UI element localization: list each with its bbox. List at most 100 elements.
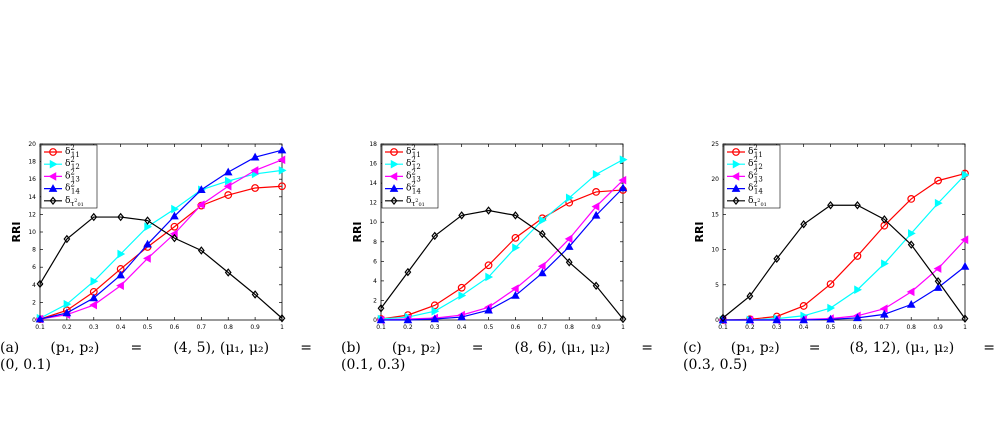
legend-label: δ2 11 bbox=[406, 144, 421, 159]
data-point bbox=[278, 313, 286, 323]
data-point bbox=[196, 200, 205, 210]
legend-marker bbox=[49, 148, 57, 156]
y-tick-label: 18 bbox=[28, 159, 36, 166]
y-tick-label: 10 bbox=[28, 229, 36, 236]
data-point bbox=[223, 181, 232, 191]
x-tick-label: 1 bbox=[963, 324, 967, 330]
y-tick-label: 14 bbox=[28, 194, 36, 201]
data-point bbox=[854, 200, 861, 210]
data-point bbox=[564, 242, 574, 250]
legend-label: δ2 14 bbox=[748, 181, 763, 196]
data-point bbox=[278, 182, 286, 191]
caption-c: (c) (p₁, p₂) = (8, 12), (μ₁, μ₂) = (0.3,… bbox=[683, 340, 995, 374]
y-tick-label: 12 bbox=[369, 200, 377, 207]
caption-part: = bbox=[130, 340, 143, 356]
series-line bbox=[723, 174, 966, 321]
data-point bbox=[485, 206, 492, 215]
legend-label: δ2 11 bbox=[748, 144, 763, 159]
x-tick-label: 0.8 bbox=[223, 324, 233, 330]
legend-label: δ2 13 bbox=[65, 168, 80, 183]
data-point bbox=[430, 314, 440, 323]
data-point bbox=[510, 284, 519, 294]
y-tick-label: 5 bbox=[715, 282, 719, 289]
data-point bbox=[934, 277, 942, 286]
x-tick-label: 0.9 bbox=[933, 324, 943, 330]
x-tick-label: 0.6 bbox=[170, 324, 180, 330]
data-point bbox=[960, 235, 969, 245]
data-point bbox=[592, 188, 601, 196]
data-point bbox=[591, 210, 601, 219]
y-tick-label: 2 bbox=[32, 299, 36, 306]
data-point bbox=[251, 290, 259, 299]
data-point bbox=[278, 166, 287, 175]
data-point bbox=[63, 234, 71, 244]
data-point bbox=[826, 314, 835, 323]
caption-line2: (0.1, 0.3) bbox=[341, 357, 406, 373]
x-tick-label: 0.2 bbox=[745, 324, 755, 330]
y-tick-label: 6 bbox=[373, 258, 377, 265]
legend-marker bbox=[389, 172, 398, 181]
x-tick-label: 0.7 bbox=[197, 324, 207, 330]
data-point bbox=[404, 267, 412, 277]
data-point bbox=[907, 229, 916, 238]
data-point bbox=[799, 315, 808, 324]
legend-label: δτ201 bbox=[65, 196, 84, 208]
series-line bbox=[381, 187, 624, 321]
data-point bbox=[772, 315, 782, 324]
y-tick-label: 12 bbox=[28, 211, 36, 218]
x-tick-label: 0.7 bbox=[538, 324, 548, 330]
legend-marker bbox=[49, 196, 57, 206]
data-point bbox=[116, 270, 125, 279]
caption-part: (8, 6), (μ₁, μ₂) bbox=[514, 340, 611, 356]
legend-marker bbox=[390, 148, 398, 156]
data-point bbox=[933, 283, 943, 291]
legend-marker bbox=[732, 148, 740, 156]
y-tick-label: 6 bbox=[32, 264, 36, 271]
data-point bbox=[512, 243, 520, 252]
data-point bbox=[854, 285, 862, 295]
caption-part: = bbox=[808, 340, 821, 356]
y-tick-label: 8 bbox=[373, 239, 377, 246]
data-point bbox=[458, 211, 466, 220]
legend-label: δ2 12 bbox=[406, 156, 421, 171]
data-point bbox=[90, 212, 98, 222]
series-line bbox=[39, 169, 283, 319]
y-axis-label: RRI bbox=[351, 221, 364, 242]
data-point bbox=[934, 198, 943, 208]
data-point bbox=[224, 268, 232, 277]
data-point bbox=[117, 249, 126, 259]
legend-marker bbox=[732, 159, 741, 169]
caption-part: (p₁, p₂) bbox=[50, 340, 100, 356]
data-point bbox=[960, 261, 970, 270]
data-point bbox=[171, 204, 179, 214]
data-point bbox=[251, 184, 260, 192]
y-tick-label: 10 bbox=[711, 247, 719, 254]
y-axis-label: RRI bbox=[693, 221, 706, 242]
data-point bbox=[223, 167, 233, 176]
legend-label: δτ201 bbox=[748, 196, 767, 208]
top-text-fragment bbox=[300, 0, 600, 14]
y-tick-label: 20 bbox=[28, 141, 36, 148]
data-point bbox=[224, 191, 233, 199]
series-line bbox=[39, 159, 283, 320]
legend-marker bbox=[390, 196, 398, 206]
data-point bbox=[90, 276, 99, 286]
caption-part: = bbox=[641, 340, 653, 356]
data-point bbox=[512, 211, 519, 220]
caption-line2: (0.3, 0.5) bbox=[683, 357, 748, 373]
chart-a: 0.1 0.2 0.3 0.4 0.5 0.6 0.7 0.8 0.9 1024681012141… bbox=[10, 141, 287, 330]
chart-panel-a: 0.1 0.2 0.3 0.4 0.5 0.6 0.7 0.8 0.9 1 0 2 4 6 8 10 12 14 1… bbox=[0, 130, 320, 420]
data-point bbox=[277, 145, 287, 154]
data-point bbox=[538, 229, 546, 239]
x-tick-label: 0.9 bbox=[591, 324, 601, 330]
y-tick-label: 8 bbox=[32, 247, 36, 254]
x-tick-label: 0.5 bbox=[143, 324, 153, 330]
x-tick-label: 0.6 bbox=[511, 324, 521, 330]
data-point bbox=[116, 281, 124, 290]
data-point bbox=[619, 155, 628, 164]
data-point bbox=[538, 268, 547, 277]
caption-part: = bbox=[983, 340, 995, 356]
data-point bbox=[144, 216, 151, 225]
